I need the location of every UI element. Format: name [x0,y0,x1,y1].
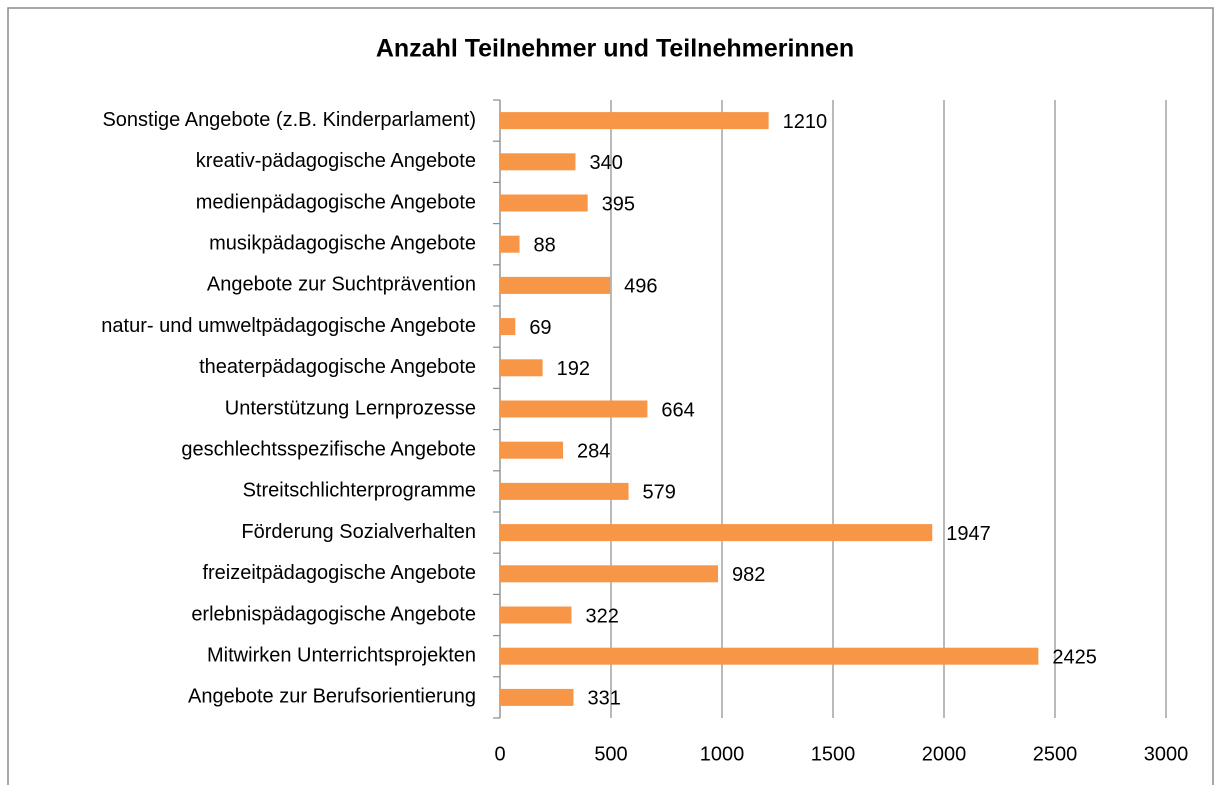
data-label: 331 [587,688,620,710]
data-label: 322 [585,605,618,627]
data-label: 2425 [1052,646,1097,668]
y-tick-label: Streitschlichterprogramme [243,480,476,502]
bar [500,647,1039,665]
y-tick-label: natur- und umweltpädagogische Angebote [101,315,476,337]
data-label: 395 [602,193,635,215]
y-tick-label: musikpädagogische Angebote [209,232,476,254]
data-label: 496 [624,276,657,298]
data-label: 664 [661,399,694,421]
bar [500,688,574,706]
bar [500,565,719,583]
bar [500,153,576,171]
y-tick-label: Angebote zur Suchtprävention [207,274,476,296]
bar [500,112,769,130]
bar [500,235,520,253]
y-tick-label: freizeitpädagogische Angebote [202,562,476,584]
y-tick-label: Angebote zur Berufsorientierung [188,686,476,708]
y-tick-label: medienpädagogische Angebote [196,191,476,213]
data-label: 284 [577,440,610,462]
bar [500,359,543,377]
bar [500,606,572,624]
x-tick-label: 500 [594,743,627,765]
data-label: 69 [529,317,551,339]
data-label: 1210 [783,111,828,133]
bar [500,400,648,418]
y-tick-label: kreativ-pädagogische Angebote [196,150,476,172]
data-label: 579 [643,482,676,504]
x-tick-label: 1000 [700,743,745,765]
y-tick-label: erlebnispädagogische Angebote [191,603,476,625]
y-tick-label: geschlechtsspezifische Angebote [181,438,476,460]
x-tick-label: 1500 [811,743,856,765]
y-tick-label: Sonstige Angebote (z.B. Kinderparlament) [102,109,476,131]
y-tick-label: theaterpädagogische Angebote [199,356,476,378]
data-label: 88 [534,234,556,256]
data-label: 1947 [946,523,991,545]
data-label: 192 [557,358,590,380]
bar [500,276,611,294]
bar [500,441,564,459]
y-tick-label: Mitwirken Unterrichtsprojekten [207,644,476,666]
bar [500,318,516,336]
x-tick-label: 2000 [922,743,967,765]
data-label: 340 [589,152,622,174]
chart-frame [7,7,1214,785]
x-tick-label: 0 [494,743,505,765]
x-tick-label: 3000 [1144,743,1189,765]
y-tick-label: Förderung Sozialverhalten [241,521,476,543]
bar [500,524,933,542]
x-tick-label: 2500 [1033,743,1078,765]
data-label: 982 [732,564,765,586]
bar [500,482,629,500]
chart-title: Anzahl Teilnehmer und Teilnehmerinnen [376,35,854,63]
y-tick-label: Unterstützung Lernprozesse [225,397,476,419]
bar [500,194,588,212]
